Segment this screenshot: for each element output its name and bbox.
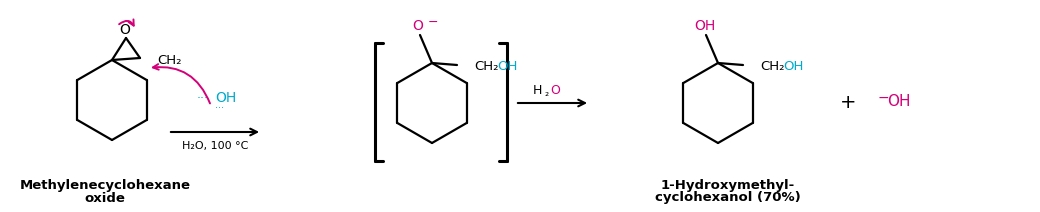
Text: O: O (120, 23, 130, 37)
Text: CH₂: CH₂ (157, 53, 182, 67)
Text: H₂O, 100 °C: H₂O, 100 °C (182, 141, 249, 151)
Text: Methylenecyclohexane: Methylenecyclohexane (20, 179, 190, 191)
Text: OH: OH (215, 91, 236, 105)
Text: CH₂: CH₂ (760, 60, 784, 73)
Text: −: − (428, 15, 439, 28)
Text: OH: OH (783, 60, 803, 73)
Text: cyclohexanol (70%): cyclohexanol (70%) (655, 191, 801, 205)
Text: OH: OH (695, 19, 716, 33)
Text: 1-Hydroxymethyl-: 1-Hydroxymethyl- (660, 179, 796, 191)
Text: O: O (550, 85, 561, 98)
Text: oxide: oxide (84, 191, 126, 205)
Text: −: − (878, 91, 889, 105)
Text: OH: OH (887, 95, 910, 110)
Text: H: H (534, 85, 543, 98)
Text: +: + (839, 92, 856, 112)
Text: OH: OH (497, 60, 517, 73)
Text: ₂: ₂ (545, 88, 549, 98)
Text: ···: ··· (215, 103, 224, 113)
Text: CH₂: CH₂ (474, 60, 498, 73)
Text: O: O (413, 19, 423, 33)
Text: ···: ··· (197, 92, 209, 106)
